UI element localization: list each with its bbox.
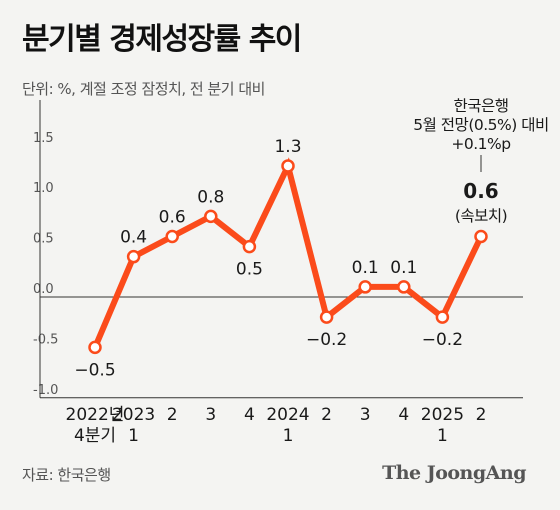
source-note: 자료: 한국은행 xyxy=(22,466,111,484)
data-point xyxy=(204,209,218,224)
data-label: 1.3 xyxy=(274,137,301,157)
x-tick-label: 2 xyxy=(321,405,332,425)
y-tick-label: 1.5 xyxy=(33,131,54,146)
data-point xyxy=(88,340,102,355)
x-tick-label: 1 xyxy=(128,426,139,446)
data-label: −0.2 xyxy=(422,330,463,350)
data-label: 0.8 xyxy=(197,187,224,207)
series-line xyxy=(92,157,484,349)
unit-note: 단위: %, 계절 조정 잠정치, 전 분기 대비 xyxy=(22,80,265,98)
x-tick-label: 2023 xyxy=(112,405,155,425)
data-label: 0.1 xyxy=(352,258,379,278)
data-label: −0.2 xyxy=(306,330,347,350)
data-point xyxy=(165,229,179,244)
x-tick-label: 2 xyxy=(476,405,487,425)
x-tick-label: 4 xyxy=(244,405,255,425)
y-tick-label: -1.0 xyxy=(33,383,58,398)
y-tick-label: 1.0 xyxy=(33,181,54,196)
data-labels: −0.5 0.4 0.6 0.8 0.5 1.3 −0.2 0.1 0.1 −0.2 xyxy=(74,137,463,380)
data-point xyxy=(358,280,372,294)
data-label: 0.6 xyxy=(159,208,186,228)
data-point xyxy=(319,310,334,324)
data-label: 0.4 xyxy=(120,228,147,248)
y-tick-label: 0.0 xyxy=(33,282,54,297)
data-point xyxy=(435,310,450,324)
publisher-logo: The JoongAng xyxy=(382,462,526,484)
axes xyxy=(39,100,523,399)
y-tick-label: -0.5 xyxy=(33,332,58,347)
data-point xyxy=(126,249,141,264)
x-tick-label: 2025 xyxy=(421,405,464,425)
x-tick-label: 3 xyxy=(205,405,216,425)
chart-title: 분기별 경제성장률 추이 xyxy=(22,22,302,57)
y-tick-label: 0.5 xyxy=(33,232,54,247)
series-growth-rate xyxy=(88,157,488,355)
x-tick-label: 1 xyxy=(437,426,448,446)
x-tick-label: 2 xyxy=(167,405,178,425)
annotation-line: +0.1%p xyxy=(451,135,510,153)
data-point xyxy=(242,239,257,254)
data-label: 0.1 xyxy=(390,258,417,278)
data-label: −0.5 xyxy=(74,360,115,380)
annotation-line: 한국은행 xyxy=(453,97,508,115)
annotation-value: 0.6 xyxy=(463,179,498,203)
data-point xyxy=(397,280,411,294)
data-label: 0.5 xyxy=(236,260,263,280)
x-tick-label: 4 xyxy=(398,405,409,425)
annotation-note: (속보치) xyxy=(455,207,507,225)
annotation-line: 5월 전망(0.5%) 대비 xyxy=(413,116,549,134)
data-point xyxy=(281,159,295,173)
y-axis-ticks: 1.5 1.0 0.5 0.0 -0.5 -1.0 xyxy=(33,131,58,398)
x-tick-label: 2024 xyxy=(266,405,309,425)
data-point xyxy=(474,229,488,244)
x-tick-label: 2022년 xyxy=(66,405,125,425)
x-tick-label: 3 xyxy=(360,405,371,425)
x-tick-label: 4분기 xyxy=(74,426,116,446)
x-tick-label: 1 xyxy=(283,426,294,446)
